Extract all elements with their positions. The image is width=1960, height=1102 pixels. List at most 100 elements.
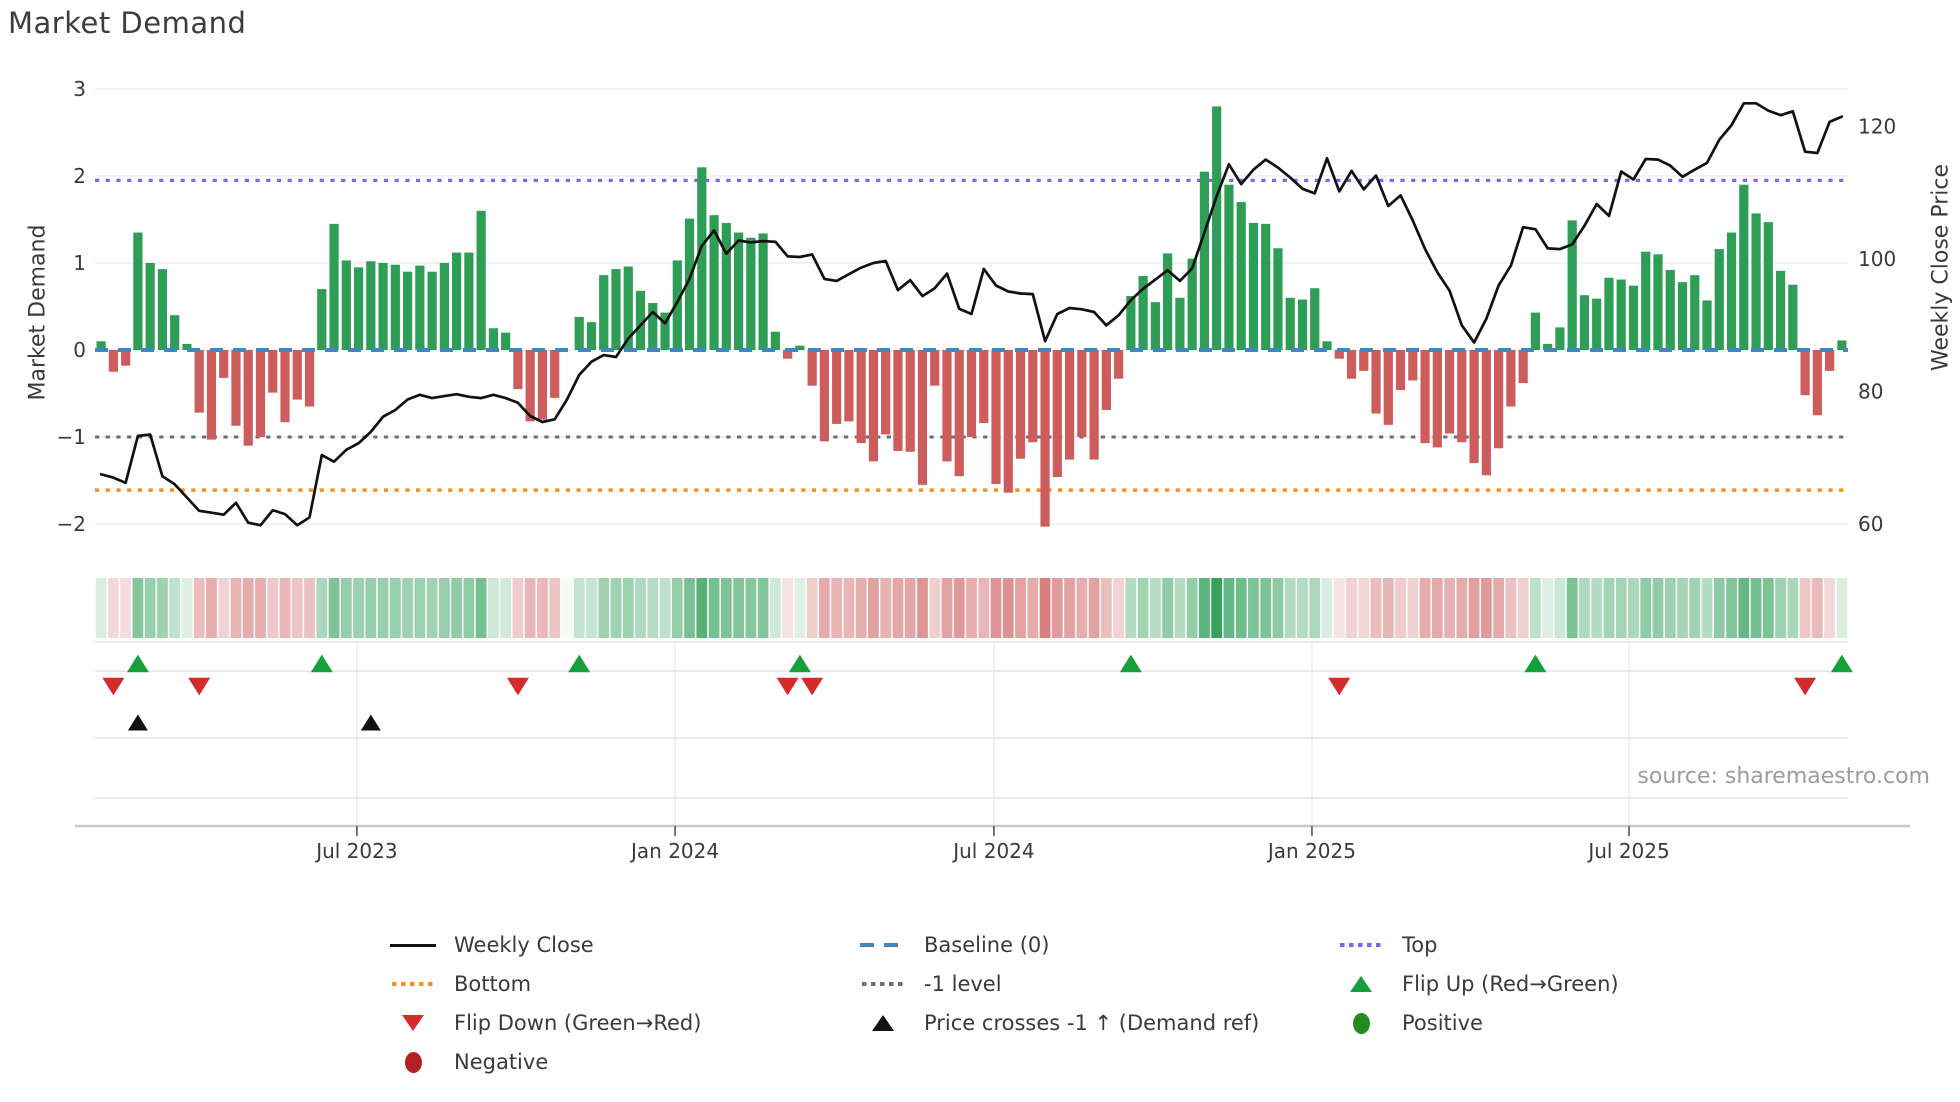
heatmap-cell — [1468, 578, 1480, 638]
legend-label: Flip Down (Green→Red) — [454, 1011, 702, 1035]
flip-up-markers — [126, 654, 1853, 673]
heatmap-cell — [365, 578, 377, 638]
demand-bar-positive — [599, 275, 609, 350]
source-note: source: sharemaestro.com — [1637, 764, 1930, 789]
heatmap-cell — [1211, 578, 1223, 638]
x-axis-tick: Jan 2025 — [1266, 839, 1356, 863]
demand-bar-positive — [1273, 248, 1283, 350]
heatmap-cell — [1431, 578, 1443, 638]
demand-bar-negative — [513, 350, 523, 390]
demand-bar-negative — [525, 350, 535, 422]
legend-label: Baseline (0) — [924, 933, 1050, 957]
heatmap-cell — [242, 578, 254, 638]
demand-bar-positive — [341, 260, 351, 350]
demand-bar-negative — [1003, 350, 1013, 493]
heatmap-cell — [377, 578, 389, 638]
demand-bar-positive — [1224, 184, 1234, 350]
flip-down-marker-icon — [102, 677, 125, 696]
demand-bar-positive — [574, 316, 584, 350]
heatmap-cell — [1382, 578, 1394, 638]
demand-bar-positive — [1677, 282, 1688, 350]
heatmap-cell — [426, 578, 438, 638]
demand-bar-negative — [905, 350, 915, 452]
price-cross-markers — [127, 714, 381, 731]
demand-bar-positive — [501, 332, 511, 350]
heatmap-cell — [1395, 578, 1406, 638]
weekly-close-swatch-icon — [388, 943, 438, 947]
demand-bar-positive — [1837, 340, 1847, 350]
heatmap-cell — [941, 578, 953, 638]
demand-bar-positive — [1604, 277, 1614, 350]
demand-bar-negative — [1432, 350, 1442, 448]
demand-bar-positive — [1543, 343, 1553, 350]
heatmap-cell — [929, 578, 941, 638]
demand-bar-negative — [206, 350, 217, 440]
flip-down-marker-icon — [506, 677, 529, 696]
heatmap-cell — [561, 578, 573, 638]
demand-bar-positive — [1530, 312, 1541, 350]
flip-up-marker-icon — [126, 654, 149, 673]
flip-down-marker-icon — [1794, 677, 1817, 696]
heatmap-cell — [1530, 578, 1541, 638]
legend-label: -1 level — [924, 972, 1002, 996]
heatmap-cell — [1309, 578, 1321, 638]
heatmap-cell — [782, 578, 794, 638]
chart-legend: Weekly Close Baseline (0) Top Bottom -1 leve… — [388, 930, 1856, 1077]
heatmap-cell — [1603, 578, 1615, 638]
left-axis-title: Market Demand — [25, 224, 51, 401]
heatmap-cell — [1591, 578, 1603, 638]
page-title: Market Demand — [8, 6, 247, 40]
legend-label: Bottom — [454, 972, 532, 996]
demand-bar-negative — [1457, 350, 1467, 443]
demand-bar-positive — [672, 260, 682, 350]
heatmap-cell — [512, 578, 524, 638]
demand-bar-negative — [537, 350, 548, 420]
demand-bar-negative — [1064, 350, 1075, 460]
demand-bar-negative — [1408, 350, 1418, 381]
demand-bar-positive — [452, 252, 462, 350]
demand-bar-negative — [881, 350, 891, 435]
legend-item-bottom: Bottom — [388, 969, 858, 999]
demand-bar-negative — [1334, 350, 1344, 359]
demand-bar-negative — [1015, 350, 1026, 459]
heatmap-cell — [904, 578, 916, 638]
legend-item-weekly-close: Weekly Close — [388, 930, 858, 960]
heatmap-cell — [291, 578, 303, 638]
heatmap-cell — [1260, 578, 1272, 638]
demand-bar-positive — [1555, 327, 1565, 350]
heatmap-cell — [1456, 578, 1468, 638]
demand-bar-positive — [366, 261, 376, 350]
marker-panel-grid — [95, 641, 1848, 826]
demand-bar-positive — [133, 232, 143, 350]
demand-bar-positive — [733, 232, 744, 350]
axis-tick-labels: 3 2 1 0 −1 −2 120 100 80 60 Jul 2023 Jan 2024 Jul 20… — [57, 77, 1897, 863]
heatmap-cell — [622, 578, 634, 638]
demand-bar-positive — [611, 269, 621, 350]
heatmap-cell — [1100, 578, 1112, 638]
demand-bar-negative — [1101, 350, 1111, 411]
demand-bar-positive — [635, 290, 646, 350]
left-axis-tick: −2 — [57, 512, 86, 536]
heatmap-cell — [769, 578, 781, 638]
heatmap-cell — [818, 578, 830, 638]
demand-bar-positive — [1726, 232, 1737, 350]
heatmap-cell — [696, 578, 708, 638]
heatmap-cell — [1713, 578, 1725, 638]
legend-label: Price crosses -1 ↑ (Demand ref) — [924, 1011, 1260, 1035]
demand-bar-positive — [1690, 275, 1700, 350]
demand-bar-positive — [1187, 258, 1197, 350]
demand-bar-positive — [623, 266, 633, 350]
demand-bar-negative — [868, 350, 879, 462]
heatmap-cell — [1762, 578, 1774, 638]
heatmap-strip — [95, 578, 1848, 638]
demand-bar-negative — [917, 350, 928, 485]
heatmap-cell — [1186, 578, 1198, 638]
heatmap-cell — [1579, 578, 1590, 638]
demand-bar-positive — [427, 271, 437, 350]
demand-bar-positive — [1175, 297, 1185, 350]
heatmap-cell — [230, 578, 242, 638]
demand-bar-positive — [476, 210, 486, 350]
flip-up-marker-icon — [1524, 654, 1547, 673]
flip-down-markers — [102, 677, 1817, 696]
